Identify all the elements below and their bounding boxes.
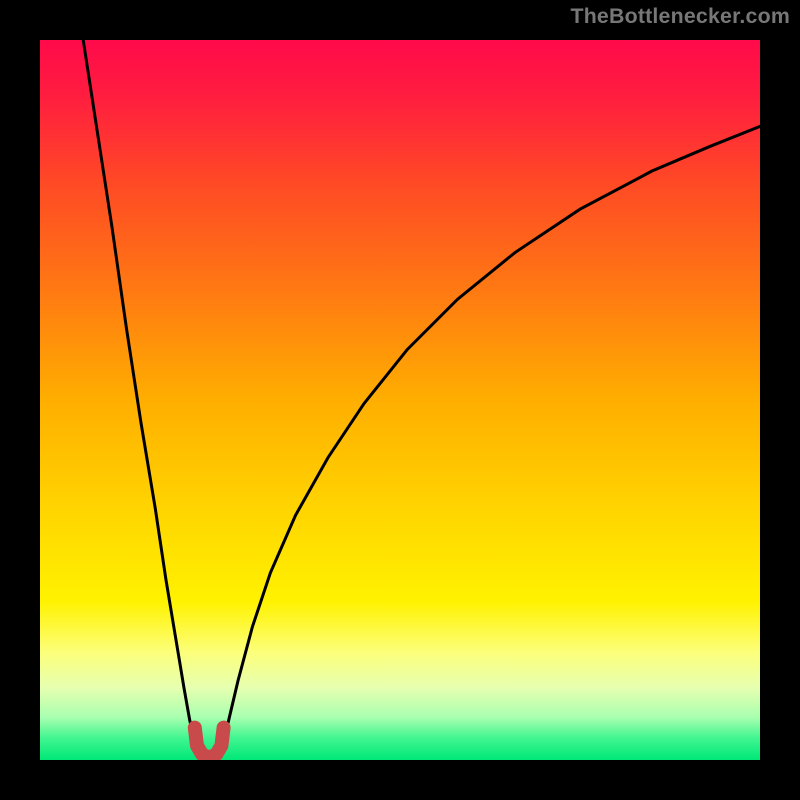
chart-plot-area: [40, 40, 760, 760]
watermark-text: TheBottlenecker.com: [570, 4, 790, 29]
gradient-background: [40, 40, 760, 760]
chart-svg: [40, 40, 760, 760]
